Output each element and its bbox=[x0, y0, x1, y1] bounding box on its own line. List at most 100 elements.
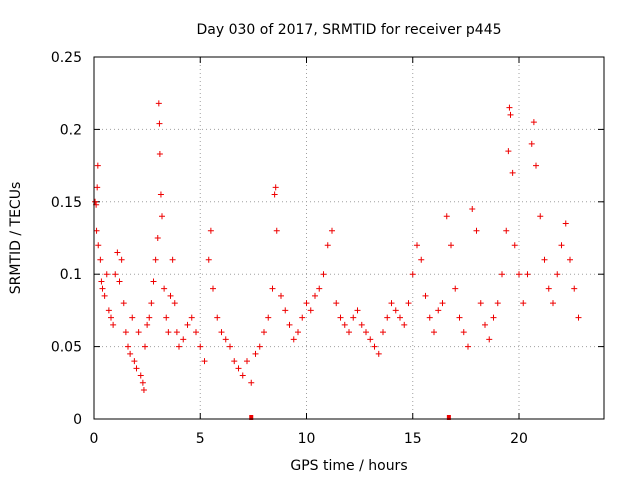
data-point bbox=[197, 343, 204, 350]
y-tick-label: 0.15 bbox=[51, 195, 82, 211]
data-point bbox=[507, 111, 514, 118]
data-point bbox=[261, 329, 267, 336]
data-point bbox=[154, 235, 161, 241]
y-axis-label: SRMTID / TECUs bbox=[8, 182, 24, 295]
data-point bbox=[156, 120, 163, 127]
data-point bbox=[139, 379, 146, 386]
data-point bbox=[324, 242, 331, 249]
data-point bbox=[465, 343, 471, 350]
data-point bbox=[286, 321, 293, 328]
data-point bbox=[99, 285, 106, 292]
y-tick-label: 0.2 bbox=[60, 122, 82, 138]
data-point bbox=[329, 227, 335, 234]
data-point bbox=[375, 350, 382, 357]
data-point bbox=[290, 336, 297, 343]
data-point bbox=[562, 220, 569, 227]
data-point bbox=[486, 336, 493, 343]
data-point bbox=[530, 119, 537, 126]
data-point bbox=[135, 329, 142, 336]
data-point bbox=[388, 300, 395, 307]
data-point bbox=[558, 242, 565, 249]
data-point bbox=[509, 169, 516, 176]
data-point bbox=[367, 336, 374, 343]
data-point bbox=[127, 350, 134, 357]
axis-marker bbox=[446, 415, 451, 420]
data-point bbox=[116, 278, 123, 285]
data-point bbox=[120, 300, 127, 307]
data-point bbox=[140, 387, 147, 394]
data-point bbox=[176, 343, 182, 350]
data-point bbox=[341, 321, 348, 328]
data-point bbox=[295, 329, 301, 336]
data-point bbox=[201, 358, 208, 365]
x-tick-label: 5 bbox=[196, 431, 205, 447]
data-point bbox=[460, 329, 467, 336]
data-point bbox=[105, 307, 112, 314]
data-point bbox=[443, 213, 450, 220]
data-point bbox=[163, 314, 170, 321]
data-point bbox=[312, 292, 318, 299]
grid-lines bbox=[94, 57, 604, 419]
data-point bbox=[506, 104, 513, 111]
x-tick-label: 20 bbox=[510, 431, 528, 447]
data-point bbox=[222, 336, 229, 343]
data-point bbox=[214, 314, 221, 321]
data-point bbox=[567, 256, 573, 263]
data-point bbox=[173, 329, 180, 336]
data-point bbox=[271, 191, 278, 198]
data-point bbox=[98, 278, 105, 285]
data-point bbox=[92, 198, 99, 205]
x-tick-label: 10 bbox=[298, 431, 316, 447]
data-point bbox=[184, 321, 191, 328]
data-point bbox=[550, 300, 556, 307]
data-point bbox=[156, 151, 163, 158]
data-point bbox=[358, 321, 365, 328]
data-point bbox=[397, 314, 403, 321]
data-point bbox=[103, 271, 110, 278]
data-point bbox=[354, 307, 361, 314]
data-point bbox=[533, 162, 539, 169]
data-point bbox=[165, 329, 172, 336]
axis-markers bbox=[249, 415, 451, 420]
data-point bbox=[469, 206, 476, 213]
data-point bbox=[575, 314, 582, 321]
data-point bbox=[371, 343, 378, 350]
data-point bbox=[94, 162, 101, 169]
y-tick-label: 0 bbox=[73, 412, 82, 428]
data-point bbox=[269, 285, 276, 292]
data-point bbox=[363, 329, 369, 336]
data-point bbox=[571, 285, 578, 292]
data-point bbox=[155, 100, 162, 107]
data-point bbox=[401, 321, 408, 328]
data-point bbox=[418, 256, 425, 263]
data-points bbox=[92, 100, 582, 394]
data-point bbox=[125, 343, 131, 350]
data-point bbox=[299, 314, 306, 321]
x-tick-label: 15 bbox=[404, 431, 422, 447]
x-tick-labels: 0 5 10 15 20 bbox=[90, 431, 528, 447]
x-axis-label: GPS time / hours bbox=[290, 458, 407, 474]
data-point bbox=[273, 227, 280, 234]
data-point bbox=[524, 271, 531, 278]
data-point bbox=[131, 358, 138, 365]
data-point bbox=[248, 379, 255, 386]
data-point bbox=[414, 242, 420, 249]
data-point bbox=[435, 307, 442, 314]
x-tick-label: 0 bbox=[90, 431, 99, 447]
data-point bbox=[142, 343, 148, 350]
data-point bbox=[108, 314, 114, 321]
data-point bbox=[180, 336, 187, 343]
data-point bbox=[188, 314, 195, 321]
data-point bbox=[456, 314, 463, 321]
data-point bbox=[146, 314, 153, 321]
data-point bbox=[252, 350, 259, 357]
data-point bbox=[167, 292, 174, 299]
data-point bbox=[282, 307, 289, 314]
data-point bbox=[265, 314, 272, 321]
data-point bbox=[144, 321, 151, 328]
data-point bbox=[205, 256, 212, 263]
data-point bbox=[148, 300, 155, 307]
data-point bbox=[210, 285, 216, 292]
data-point bbox=[93, 227, 100, 234]
